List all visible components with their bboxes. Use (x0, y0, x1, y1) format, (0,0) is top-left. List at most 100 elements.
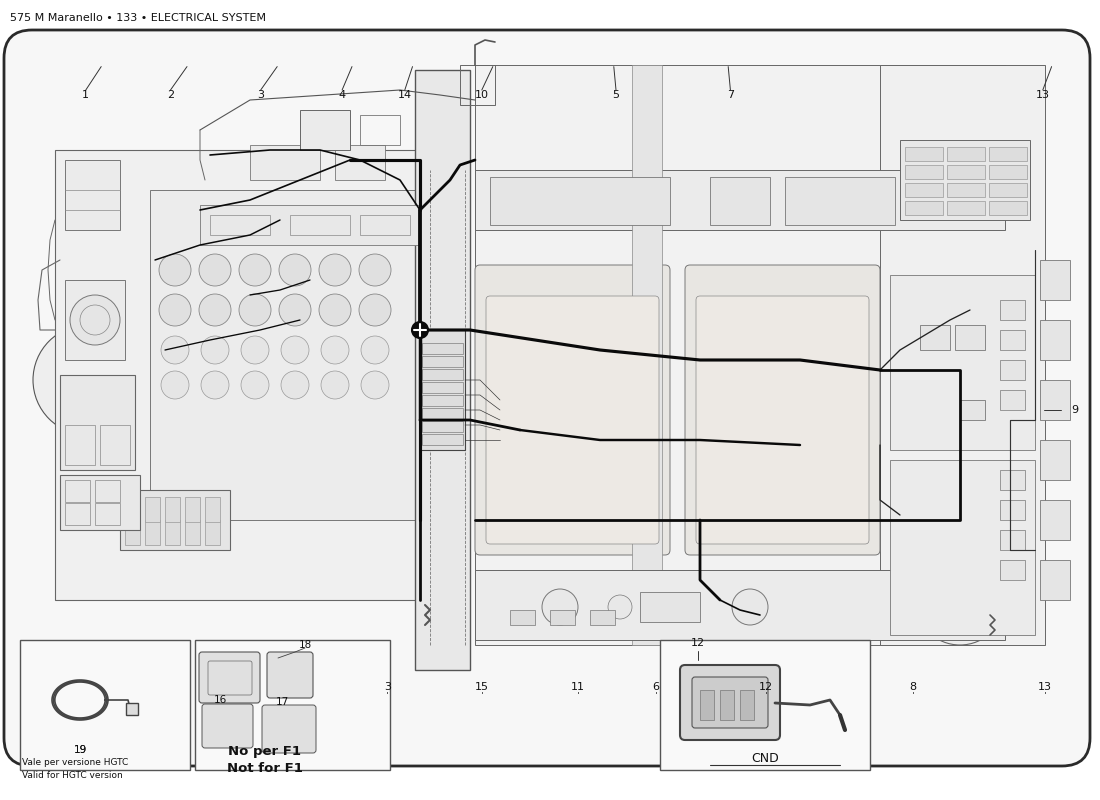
Bar (740, 690, 754, 720)
Bar (65, 480, 90, 502)
Text: 17: 17 (275, 697, 288, 707)
Text: 3: 3 (384, 682, 390, 691)
Bar (475, 570, 1005, 640)
Circle shape (319, 254, 351, 286)
Bar (550, 610, 575, 625)
Text: Not for F1: Not for F1 (227, 762, 302, 775)
Text: 13: 13 (1038, 682, 1052, 691)
Bar (422, 421, 463, 432)
Circle shape (361, 371, 389, 399)
Text: 2: 2 (167, 90, 174, 100)
Circle shape (201, 371, 229, 399)
Bar (1000, 300, 1025, 320)
Bar (475, 65, 1005, 645)
FancyBboxPatch shape (696, 296, 869, 544)
FancyBboxPatch shape (475, 265, 670, 555)
Circle shape (199, 294, 231, 326)
Bar (947, 201, 984, 215)
Bar (250, 145, 320, 180)
Text: euro-spares: euro-spares (512, 290, 698, 318)
Bar (420, 330, 465, 450)
Circle shape (279, 294, 311, 326)
Bar (710, 177, 770, 225)
Circle shape (359, 254, 390, 286)
Bar (947, 147, 984, 161)
FancyBboxPatch shape (262, 705, 316, 753)
Bar (60, 375, 135, 470)
Bar (510, 610, 535, 625)
Bar (955, 325, 984, 350)
Bar (1040, 260, 1070, 300)
Circle shape (241, 336, 270, 364)
Text: 19: 19 (74, 745, 87, 755)
Bar (905, 165, 943, 179)
Bar (1000, 330, 1025, 350)
Bar (422, 434, 463, 445)
FancyBboxPatch shape (685, 265, 880, 555)
Bar (460, 65, 495, 105)
Bar (65, 503, 90, 525)
Text: 12: 12 (691, 638, 705, 648)
FancyBboxPatch shape (4, 30, 1090, 766)
Circle shape (199, 254, 231, 286)
Bar (880, 65, 1045, 645)
Circle shape (160, 294, 191, 326)
Circle shape (412, 322, 428, 338)
Bar (1000, 500, 1025, 520)
Circle shape (161, 371, 189, 399)
Bar (60, 475, 140, 530)
Bar (336, 145, 385, 180)
Bar (165, 497, 180, 522)
Bar (150, 190, 430, 520)
Bar (947, 183, 984, 197)
Text: 3: 3 (257, 90, 264, 100)
Circle shape (280, 336, 309, 364)
Bar (947, 165, 984, 179)
Bar (1000, 360, 1025, 380)
Bar (422, 395, 463, 406)
Bar (422, 356, 463, 367)
Bar (210, 215, 270, 235)
Text: 11: 11 (571, 682, 584, 691)
Circle shape (359, 294, 390, 326)
Circle shape (915, 555, 1005, 645)
Bar (700, 690, 714, 720)
Bar (55, 150, 455, 600)
Text: Valid for HGTC version: Valid for HGTC version (22, 771, 123, 780)
Bar (1000, 390, 1025, 410)
Circle shape (542, 589, 578, 625)
Text: 1: 1 (82, 90, 89, 100)
Bar (415, 70, 470, 670)
Bar (65, 160, 120, 230)
Bar (989, 183, 1027, 197)
Text: 6: 6 (652, 682, 659, 691)
Bar (145, 497, 160, 522)
Bar (360, 115, 400, 145)
Bar (185, 520, 200, 545)
Bar (1000, 470, 1025, 490)
Bar (125, 520, 140, 545)
Bar (590, 610, 615, 625)
Text: 8: 8 (910, 682, 916, 691)
Bar (100, 425, 130, 465)
Circle shape (319, 294, 351, 326)
Bar (1000, 560, 1025, 580)
Bar (660, 640, 870, 770)
Bar (632, 65, 662, 645)
Text: euro-spares: euro-spares (786, 650, 974, 678)
Text: euro-spares: euro-spares (512, 650, 698, 678)
Circle shape (239, 294, 271, 326)
Bar (1000, 530, 1025, 550)
Bar (989, 201, 1027, 215)
Bar (1040, 560, 1070, 600)
Bar (195, 640, 390, 770)
Bar (900, 140, 1030, 220)
Text: 9: 9 (1071, 405, 1078, 414)
Text: Vale per versione HGTC: Vale per versione HGTC (22, 758, 129, 767)
Bar (475, 170, 1005, 230)
Bar (1040, 500, 1070, 540)
Text: 15: 15 (475, 682, 488, 691)
Bar (290, 215, 350, 235)
Bar (422, 382, 463, 393)
Circle shape (280, 371, 309, 399)
